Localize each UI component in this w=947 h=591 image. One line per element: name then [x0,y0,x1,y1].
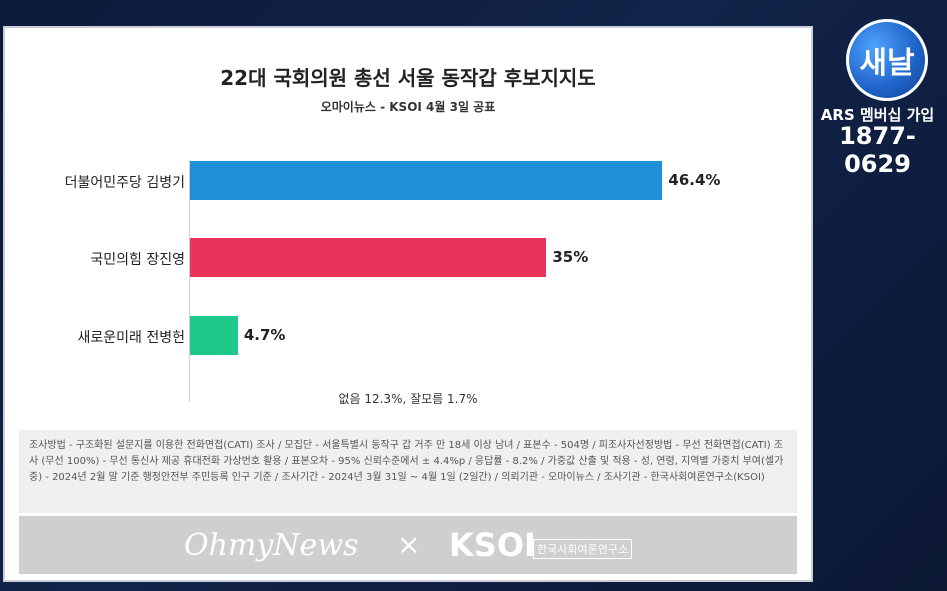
chart-subtitle: 오마이뉴스 - KSOI 4월 3일 공표 [320,100,496,114]
category-axis-line [189,160,190,402]
chart-note: 없음 12.3%, 잘모름 1.7% [338,392,478,406]
ksoi-logo-subtitle: 한국사회여론연구소 [533,539,633,559]
broadcast-logo-text: 새날 [859,46,915,81]
chart-card: 22대 국회의원 총선 서울 동작갑 후보지지도 오마이뉴스 - KSOI 4월… [5,28,811,580]
ohmynews-logo: OhmyNews [184,528,359,563]
ksoi-logo: KSOI [449,526,536,564]
category-label: 국민의힘 장진영 [90,252,185,268]
bar [190,161,663,200]
bar [190,238,547,277]
survey-method-text: 조사방법 - 구조화된 설문지를 이용한 전화면접(CATI) 조사 / 모집단… [29,440,784,483]
bar-value-label: 46.4% [668,171,721,189]
bar-value-label: 4.7% [243,326,286,344]
ars-membership-label: ARS 멤버십 가입 [820,106,935,124]
survey-method-box: 조사방법 - 구조화된 설문지를 이용한 전화면접(CATI) 조사 / 모집단… [19,430,797,513]
broadcast-logo-icon [846,19,928,101]
logo-strip: OhmyNews × KSOI 한국사회여론연구소 [19,516,797,574]
ars-phone-number: 1877-0629 [839,122,916,178]
category-label: 더불어민주당 김병기 [64,175,185,191]
bar [190,316,238,355]
category-label: 새로운미래 전병헌 [77,330,186,346]
chart-title: 22대 국회의원 총선 서울 동작갑 후보지지도 [220,66,596,90]
logo-separator: × [397,528,421,561]
bar-value-label: 35% [552,248,589,266]
